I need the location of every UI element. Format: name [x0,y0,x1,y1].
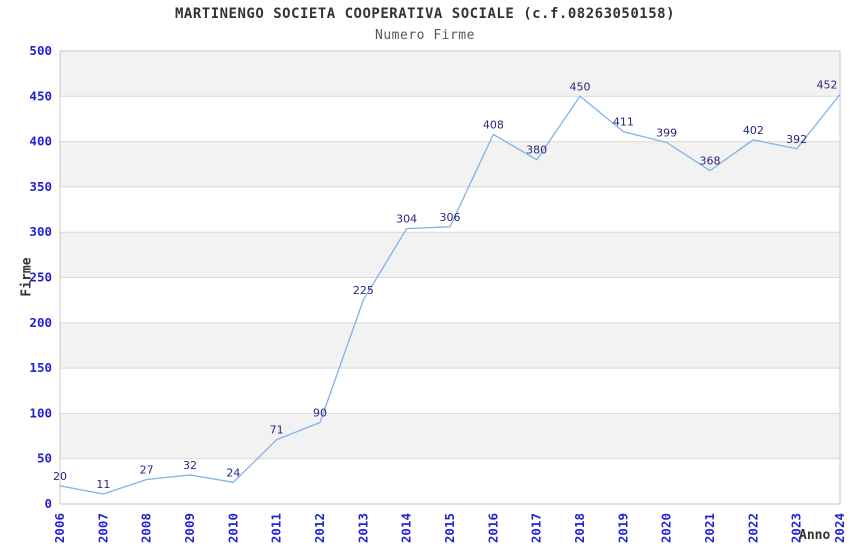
data-point-label: 392 [786,133,807,146]
y-tick-label: 50 [37,451,52,466]
plot-band [60,141,840,187]
data-point-label: 411 [613,116,634,129]
y-tick-label: 400 [29,134,52,149]
y-tick-label: 250 [29,270,52,285]
plot-band [60,51,840,97]
y-tick-label: 200 [29,315,52,330]
data-point-label: 24 [226,466,240,479]
series-line [59,93,841,495]
y-tick-label: 300 [29,224,52,239]
data-point-label: 452 [817,78,838,91]
plot-band [60,413,840,459]
data-point-label: 380 [526,144,547,157]
x-tick-label: 2016 [485,513,500,543]
y-tick-label: 0 [44,496,52,511]
data-point-label: 306 [440,211,461,224]
x-tick-label: 2010 [225,513,240,543]
data-point-label: 71 [270,424,284,437]
y-tick-label: 150 [29,360,52,375]
x-tick-label: 2017 [529,513,544,543]
x-axis-title: Anno [799,528,831,543]
data-point-label: 32 [183,459,197,472]
x-tick-label: 2013 [355,513,370,543]
data-point-label: 20 [53,470,67,483]
y-tick-label: 500 [29,43,52,58]
x-tick-label: 2009 [182,513,197,543]
x-tick-label: 2022 [745,513,760,543]
x-tick-label: 2018 [572,513,587,543]
chart-title: MARTINENGO SOCIETA COOPERATIVA SOCIALE (… [174,6,675,22]
y-tick-label: 100 [29,405,52,420]
data-point-label: 368 [700,155,721,168]
data-point-label: 399 [656,127,677,140]
data-point-label: 11 [96,478,110,491]
plot-band [60,232,840,278]
y-tick-label: 450 [29,88,52,103]
x-tick-label: 2023 [789,513,804,543]
data-point-label: 27 [140,464,154,477]
x-tick-label: 2011 [269,513,284,543]
x-tick-label: 2015 [442,513,457,543]
x-tick-label: 2006 [52,513,67,543]
plot-border [59,50,841,505]
x-tick-label: 2008 [139,513,154,543]
x-tick-label: 2021 [702,513,717,543]
x-tick-label: 2012 [312,513,327,543]
x-tick-label: 2024 [832,513,847,543]
data-point-label: 408 [483,118,504,131]
chart-subtitle: Numero Firme [375,28,475,43]
data-point-label: 402 [743,124,764,137]
x-tick-label: 2019 [615,513,630,543]
plot-band [60,322,840,369]
data-point-label: 225 [353,284,374,297]
data-point-label: 450 [570,80,591,93]
data-point-label: 90 [313,406,327,419]
x-tick-label: 2007 [95,513,110,543]
x-tick-label: 2020 [659,513,674,543]
x-tick-label: 2014 [399,513,414,543]
y-tick-label: 350 [29,179,52,194]
data-point-label: 304 [396,213,417,226]
